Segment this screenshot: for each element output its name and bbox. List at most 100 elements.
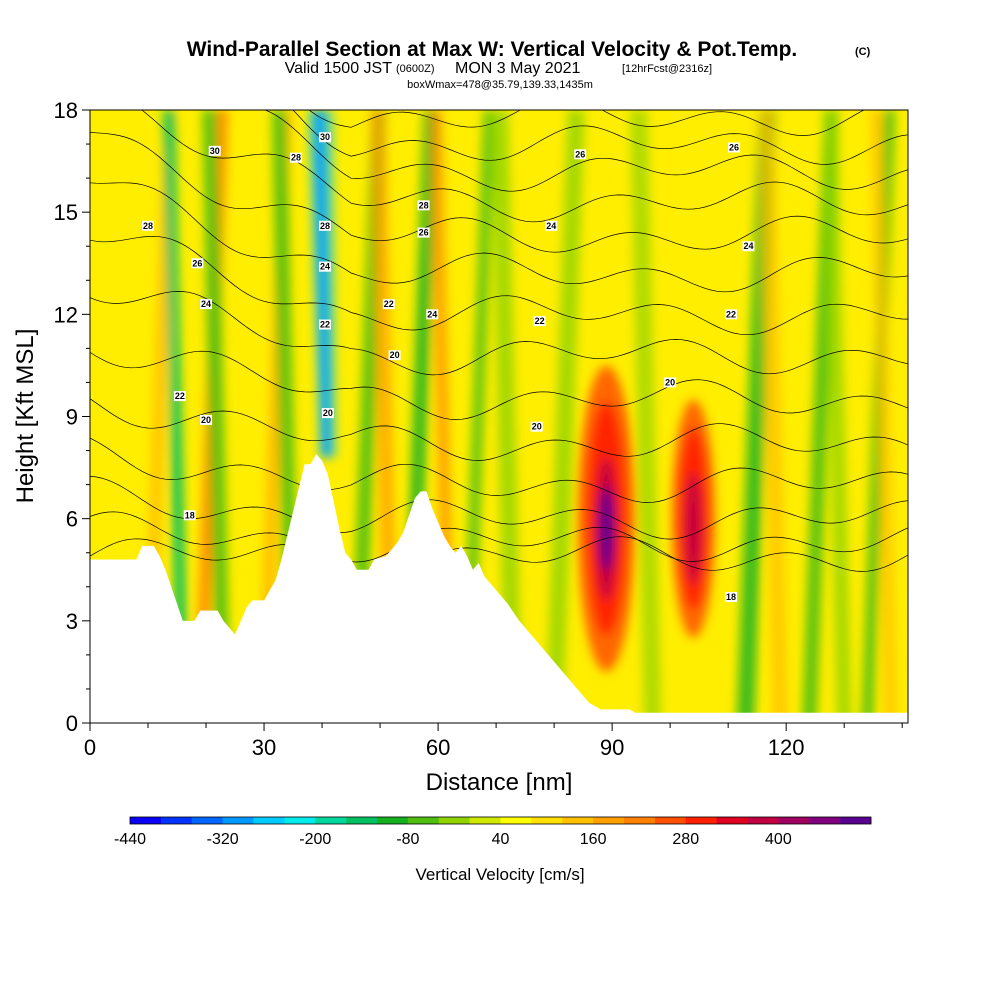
colorbar-swatch: [562, 817, 594, 824]
terrain-mask: [90, 453, 908, 723]
theta-contour-labels: 30 28 30 28 28 28 26 26 26 26 24 24 24 24 24 22 22 22 22 20…: [142, 132, 755, 602]
y-tick-label: 12: [54, 302, 78, 327]
colorbar: -440 -320 -200 -80 40 160 280 400: [114, 816, 872, 848]
valid-utc: (0600Z): [396, 63, 435, 75]
colorbar-swatch: [685, 817, 717, 824]
colorbar-swatch: [654, 817, 687, 824]
velocity-band-15: [759, 110, 788, 723]
colorbar-tick-label: 160: [580, 831, 607, 848]
velocity-band-1: [163, 110, 189, 723]
colorbar-swatch: [624, 817, 656, 824]
x-tick-label: 30: [252, 735, 276, 760]
theta-contour-label-text: 26: [729, 142, 739, 152]
y-tick-label: 18: [54, 98, 78, 123]
colorbar-swatch: [315, 817, 347, 824]
theta-contour-label-text: 24: [201, 299, 211, 309]
theta-contour-line: [90, 511, 908, 563]
theta-contour-label: 28: [318, 220, 331, 231]
colorbar-tick-label: 400: [765, 831, 792, 848]
theta-contour-label-text: 30: [210, 146, 220, 156]
theta-contour-label: 22: [173, 391, 186, 402]
theta-contour-label: 26: [574, 149, 587, 160]
colorbar-swatch: [253, 817, 285, 824]
theta-contour-label: 22: [318, 319, 331, 330]
theta-contour-label-text: 28: [291, 153, 301, 163]
copyright-mark: (C): [855, 46, 871, 58]
theta-contour-label-text: 18: [726, 592, 736, 602]
theta-contour-label: 26: [417, 227, 430, 238]
colorbar-swatch: [346, 817, 378, 824]
theta-contour-label: 18: [725, 591, 738, 602]
colorbar-swatch: [130, 817, 162, 824]
colorbar-swatch: [438, 817, 470, 824]
theta-contour-label-text: 24: [320, 262, 330, 272]
theta-contour-label-text: 22: [175, 391, 185, 401]
boxwmax-label: boxWmax=478@35.79,139.33,1435m: [407, 79, 593, 91]
theta-contour-label-text: 26: [575, 149, 585, 159]
velocity-band-13: [630, 110, 662, 723]
theta-contour-label: 22: [725, 309, 738, 320]
theta-contour-line: [90, 182, 908, 293]
colorbar-swatch: [593, 817, 625, 824]
theta-contour-line: [90, 437, 908, 503]
x-tick-label: 0: [84, 735, 96, 760]
theta-contour-line: [90, 132, 908, 253]
theta-contour-label: 22: [533, 316, 546, 327]
theta-contour-label: 28: [417, 200, 430, 211]
theta-contour-label: 20: [321, 408, 334, 419]
y-tick-label: 9: [66, 405, 78, 430]
theta-contour-label: 26: [191, 258, 204, 269]
colorbar-tick-label: -200: [299, 831, 331, 848]
theta-contour-label-text: 20: [390, 350, 400, 360]
velocity-band-12: [545, 110, 585, 723]
theta-contour-label-text: 22: [320, 320, 330, 330]
theta-contours: [90, 110, 908, 577]
valid-date: MON 3 May 2021: [455, 60, 580, 77]
theta-contour-line: [90, 476, 908, 540]
velocity-band-11: [490, 110, 523, 723]
chart-title: Wind-Parallel Section at Max W: Vertical…: [187, 38, 798, 61]
theta-contour-label: 24: [545, 220, 558, 231]
y-tick-label: 3: [66, 609, 78, 634]
velocity-band-17: [822, 110, 852, 723]
theta-contour-label: 24: [318, 261, 331, 272]
theta-contour-label-text: 22: [726, 309, 736, 319]
velocity-band-3: [202, 110, 231, 723]
colorbar-swatch: [778, 817, 810, 824]
forecast-label: [12hrFcst@2316z]: [622, 63, 712, 75]
x-tick-label: 90: [600, 735, 624, 760]
theta-contour-label: 20: [530, 421, 543, 432]
x-axis: 0 30 60 90 120: [84, 723, 903, 760]
theta-contour-line: [308, 110, 865, 136]
theta-contour-label-text: 20: [532, 422, 542, 432]
theta-contour-label: 18: [183, 510, 196, 521]
theta-contour-label: 28: [289, 152, 302, 163]
theta-contour-label-text: 26: [192, 258, 202, 268]
theta-contour-line: [141, 110, 908, 223]
theta-contour-label: 20: [388, 350, 401, 361]
colorbar-tick-label: 280: [672, 831, 699, 848]
colorbar-swatch: [716, 817, 748, 824]
colorbar-swatch: [160, 817, 193, 824]
valid-prefix: Valid 1500 JST: [285, 60, 393, 77]
colorbar-swatch: [809, 817, 841, 824]
colorbar-swatch: [500, 817, 532, 824]
colorbar-swatch: [377, 817, 409, 824]
theta-contour-label-text: 20: [201, 415, 211, 425]
theta-contour-line: [292, 110, 908, 165]
theta-contour-label-text: 20: [323, 408, 333, 418]
colorbar-tick-label: -440: [114, 831, 146, 848]
colorbar-tick-label: 40: [492, 831, 510, 848]
theta-contour-line: [90, 398, 908, 461]
theta-contour-label: 24: [200, 299, 213, 310]
theta-contour-label-text: 18: [185, 510, 195, 520]
x-axis-label: Distance [nm]: [426, 769, 573, 796]
theta-contour-label-text: 20: [665, 377, 675, 387]
velocity-band-19: [870, 110, 897, 723]
y-axis-label: Height [Kft MSL]: [12, 329, 39, 504]
theta-contour-label-text: 24: [427, 309, 437, 319]
y-tick-label: 6: [66, 507, 78, 532]
theta-contour-label: 30: [318, 132, 331, 143]
updraft-core-1: [671, 399, 715, 638]
colorbar-swatch: [469, 817, 501, 824]
